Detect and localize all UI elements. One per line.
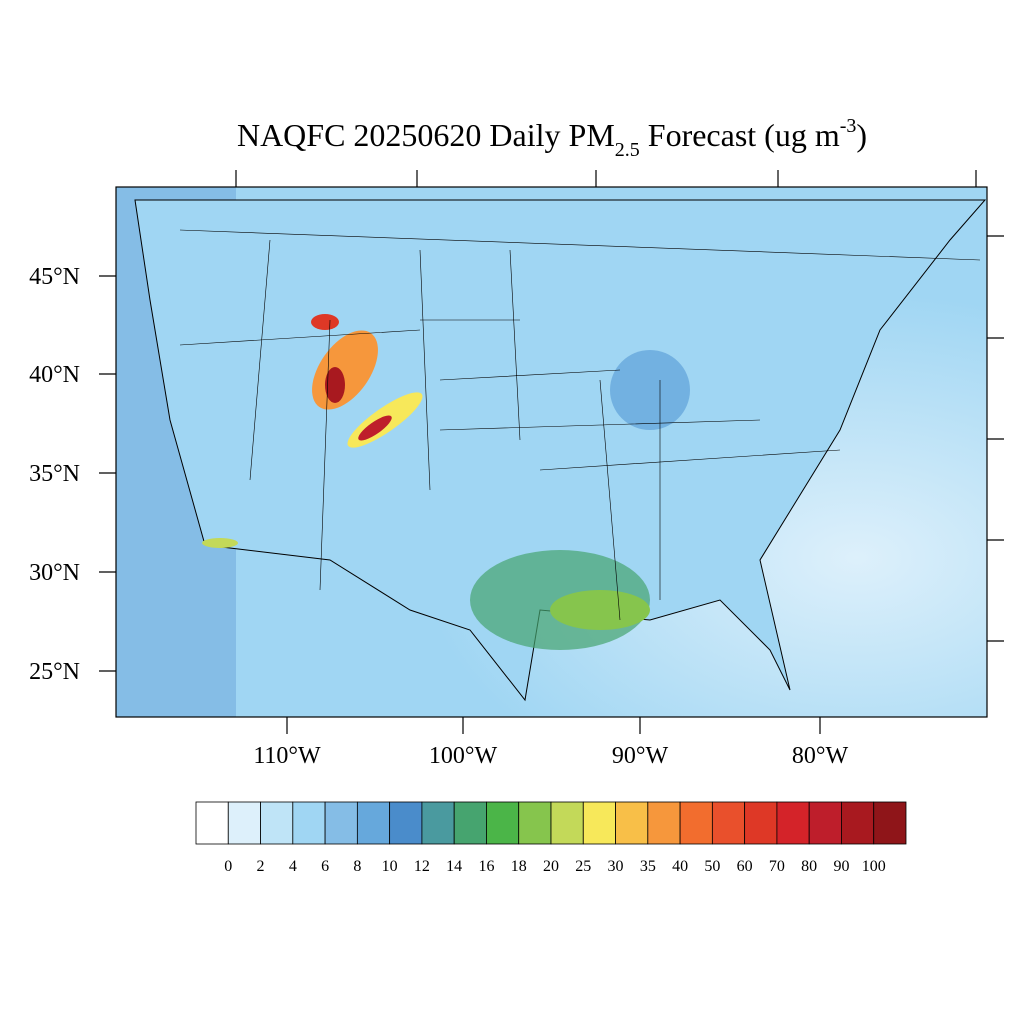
colorbar-label: 25 bbox=[575, 858, 591, 875]
smoke bbox=[358, 415, 392, 441]
colorbar-box bbox=[260, 801, 294, 845]
colorbar-box bbox=[421, 801, 455, 845]
colorbar-label: 100 bbox=[862, 858, 886, 875]
colorbar-label: 90 bbox=[833, 858, 849, 875]
colorbar-box bbox=[744, 801, 778, 845]
colorbar-box bbox=[711, 801, 746, 845]
colorbar-label: 50 bbox=[704, 858, 720, 875]
colorbar-box bbox=[582, 801, 616, 845]
colorbar-box bbox=[486, 801, 520, 845]
colorbar: 0 2 4 6 8 10 12 14 16 18 20 25 30 35 40 50 60 70 80 90 100 bbox=[195, 801, 907, 875]
lon-label: 80°W bbox=[792, 743, 849, 769]
colorbar-label: 30 bbox=[608, 858, 624, 875]
map-field bbox=[116, 187, 987, 717]
lon-label: 110°W bbox=[253, 743, 321, 769]
lon-label: 90°W bbox=[612, 743, 669, 769]
title: NAQFC 20250620 Daily PM2.5 Forecast (ug … bbox=[237, 115, 867, 161]
smoke bbox=[202, 538, 238, 548]
colorbar-label: 18 bbox=[511, 858, 527, 875]
colorbar-box bbox=[679, 801, 713, 845]
colorbar-label: 10 bbox=[382, 858, 398, 875]
title-subscript: 2.5 bbox=[615, 139, 640, 161]
colorbar-label: 12 bbox=[414, 858, 430, 875]
colorbar-box bbox=[324, 801, 358, 845]
smoke bbox=[311, 314, 339, 330]
colorbar-box bbox=[356, 801, 391, 845]
lat-label: 30°N bbox=[29, 560, 80, 586]
colorbar-box bbox=[776, 801, 810, 845]
plume bbox=[610, 350, 690, 430]
plume bbox=[550, 590, 650, 630]
colorbar-label: 14 bbox=[446, 858, 462, 875]
colorbar-box bbox=[453, 801, 487, 845]
title-superscript: -3 bbox=[840, 115, 857, 137]
title-after: Forecast (ug m bbox=[640, 117, 840, 153]
frame-ticks bbox=[99, 170, 1004, 734]
colorbar-label: 6 bbox=[321, 858, 329, 875]
lat-label: 35°N bbox=[29, 461, 80, 487]
lat-label: 25°N bbox=[29, 659, 80, 685]
colorbar-box bbox=[518, 801, 552, 845]
colorbar-label: 35 bbox=[640, 858, 656, 875]
title-close: ) bbox=[856, 117, 867, 153]
map-frame bbox=[115, 186, 988, 718]
state-borders bbox=[179, 229, 981, 621]
colorbar-box bbox=[389, 801, 423, 845]
colorbar-box bbox=[873, 801, 907, 845]
colorbar-label: 40 bbox=[672, 858, 688, 875]
lat-label: 45°N bbox=[29, 264, 80, 290]
colorbar-label: 2 bbox=[257, 858, 265, 875]
title-main: NAQFC 20250620 Daily PM bbox=[237, 117, 615, 153]
colorbar-label: 70 bbox=[769, 858, 785, 875]
colorbar-box bbox=[808, 801, 842, 845]
colorbar-box bbox=[292, 801, 326, 845]
colorbar-label: 20 bbox=[543, 858, 559, 875]
smoke bbox=[325, 367, 345, 403]
colorbar-label: 16 bbox=[478, 858, 494, 875]
colorbar-label: 4 bbox=[289, 858, 297, 875]
colorbar-box bbox=[615, 801, 649, 845]
colorbar-box bbox=[841, 801, 875, 845]
colorbar-box bbox=[227, 801, 261, 845]
colorbar-box bbox=[550, 801, 584, 845]
colorbar-box bbox=[195, 801, 229, 845]
lon-label: 100°W bbox=[429, 743, 498, 769]
colorbar-box bbox=[647, 801, 681, 845]
colorbar-label: 80 bbox=[801, 858, 817, 875]
colorbar-label: 60 bbox=[737, 858, 753, 875]
colorbar-label: 8 bbox=[353, 858, 361, 875]
colorbar-label: 0 bbox=[224, 858, 232, 875]
lat-label: 40°N bbox=[29, 362, 80, 388]
